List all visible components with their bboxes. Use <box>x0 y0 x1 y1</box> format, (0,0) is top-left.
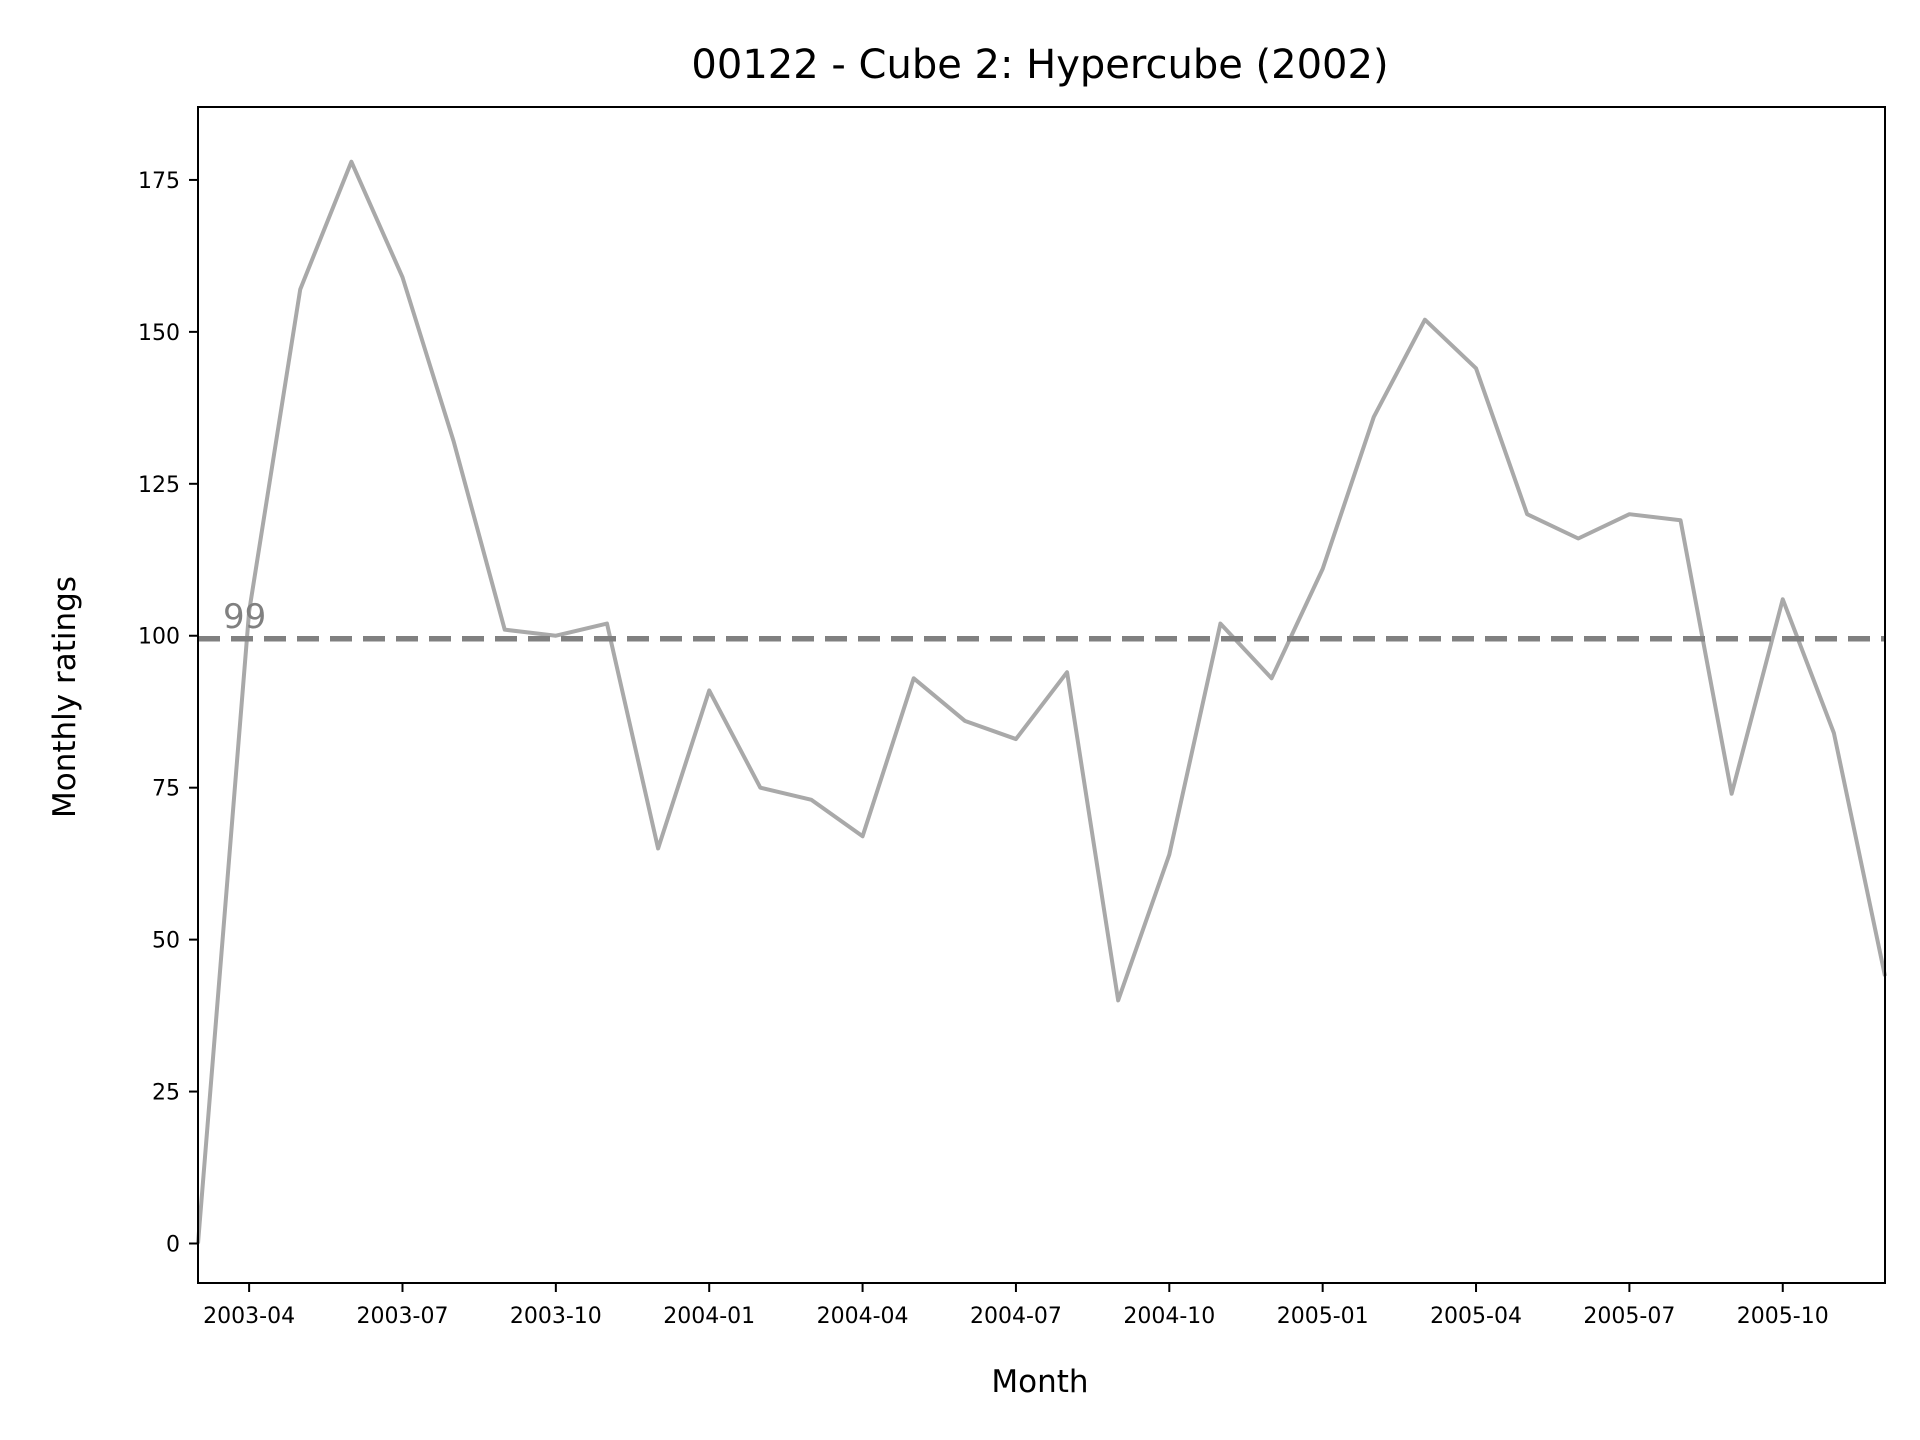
x-axis-label: Month <box>991 1364 1088 1400</box>
x-tick-label: 2005-04 <box>1430 1304 1522 1329</box>
x-tick-label: 2004-01 <box>663 1304 755 1329</box>
plot-frame <box>197 106 1886 1284</box>
y-axis-label: Monthly ratings <box>47 576 83 818</box>
x-tick-label: 2004-04 <box>817 1304 909 1329</box>
y-tick-label: 25 <box>152 1081 180 1106</box>
y-tick-label: 75 <box>152 777 180 802</box>
x-tick-label: 2005-01 <box>1277 1304 1369 1329</box>
x-tick-label: 2005-10 <box>1737 1304 1829 1329</box>
y-tick-label: 175 <box>138 169 180 194</box>
reference-line-label: 99 <box>223 597 266 637</box>
y-tick-label: 50 <box>152 929 180 954</box>
x-tick-label: 2005-07 <box>1583 1304 1675 1329</box>
x-tick-label: 2003-07 <box>357 1304 449 1329</box>
x-tick-label: 2003-10 <box>510 1304 602 1329</box>
x-tick-label: 2004-07 <box>970 1304 1062 1329</box>
plot-area: 99 0 25 50 75 100 125 150 175 2003-04 2003-07 2003-… <box>138 106 1887 1329</box>
y-tick-label: 0 <box>166 1232 180 1257</box>
y-tick-label: 125 <box>138 473 180 498</box>
chart-title: 00122 - Cube 2: Hypercube (2002) <box>691 42 1388 88</box>
x-tick-label: 2003-04 <box>203 1304 295 1329</box>
x-tick-label: 2004-10 <box>1123 1304 1215 1329</box>
y-tick-label: 150 <box>138 321 180 346</box>
series-line-0 <box>196 159 1887 1244</box>
y-tick-label: 100 <box>138 625 180 650</box>
